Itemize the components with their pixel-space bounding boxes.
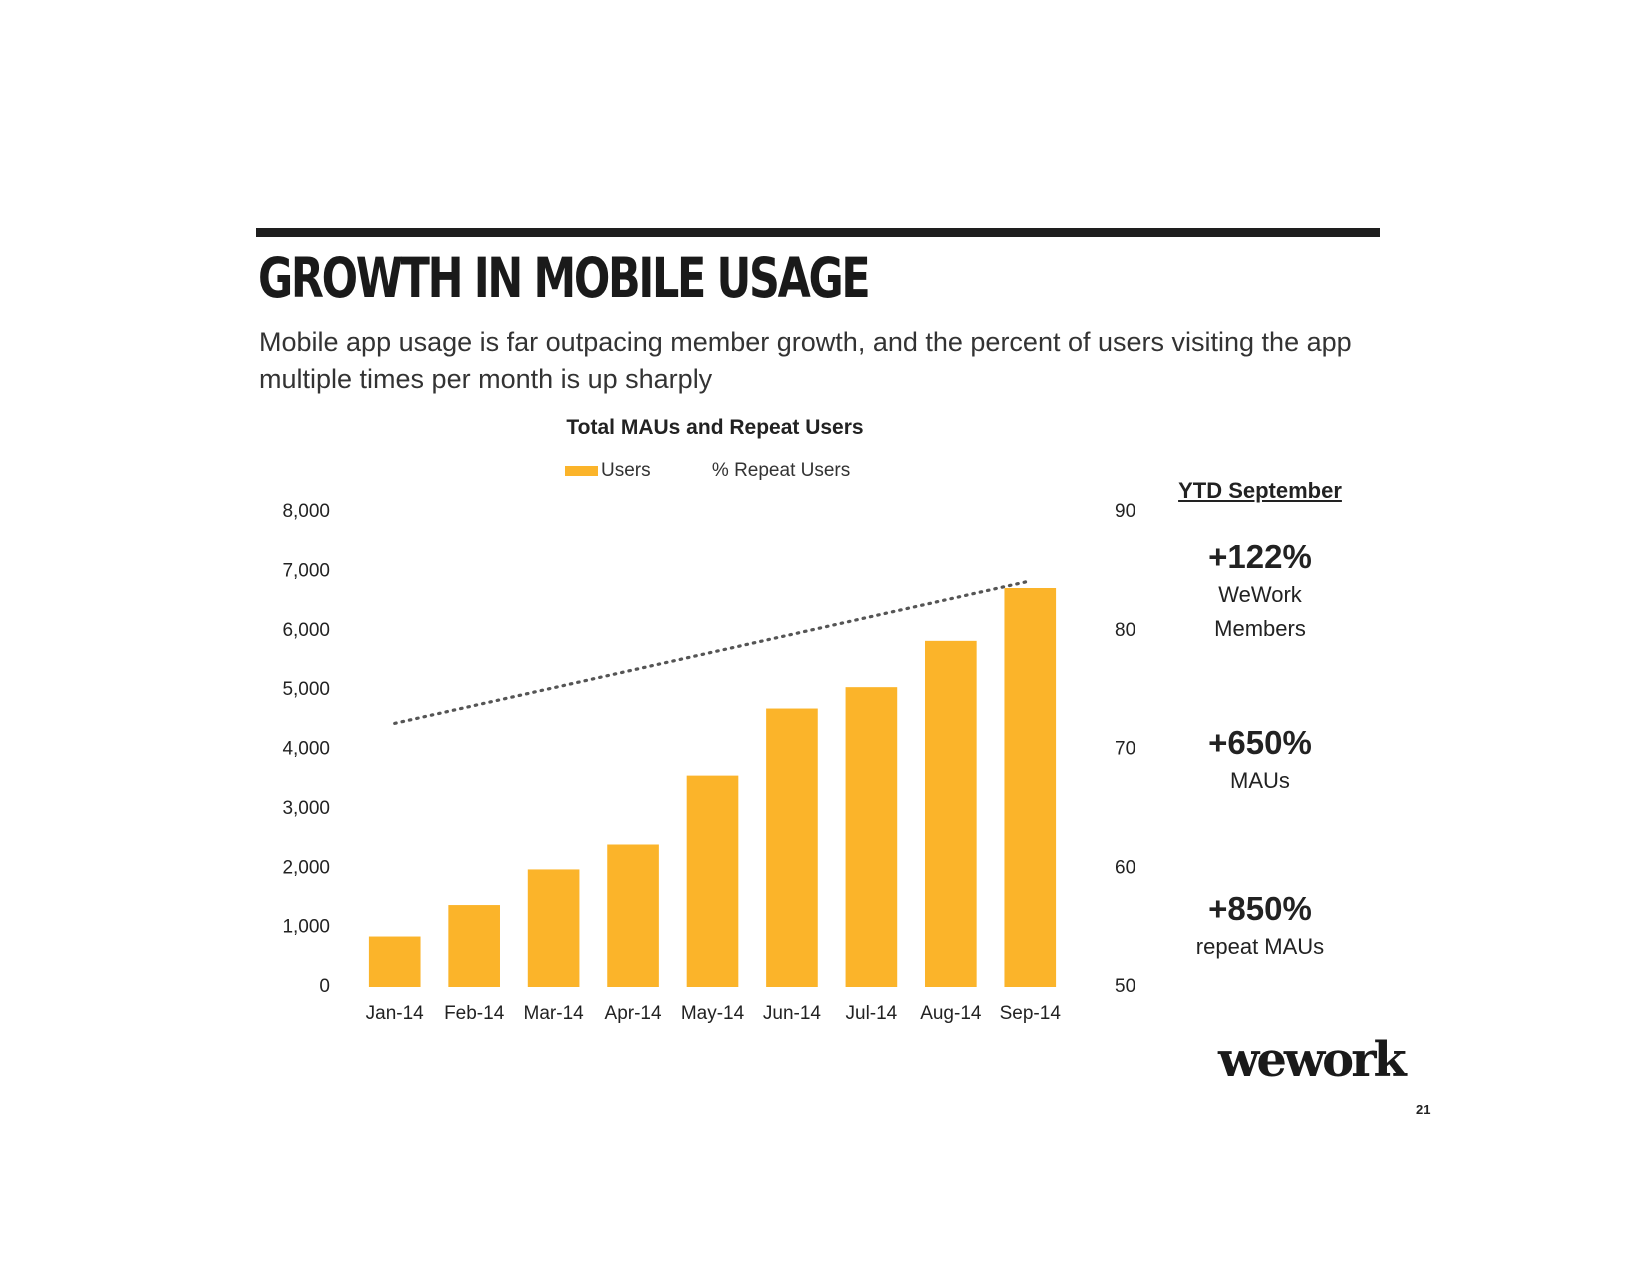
ytd-stat-maus: +650% MAUs xyxy=(1150,724,1370,798)
ytd-stat-members: +122% WeWork Members xyxy=(1150,538,1370,646)
page-number: 21 xyxy=(1416,1102,1431,1117)
legend-item-users: Users xyxy=(565,460,651,482)
y-left-tick-label: 5,000 xyxy=(282,679,330,700)
x-tick-label: May-14 xyxy=(681,1003,745,1024)
bar-users xyxy=(766,708,818,987)
chart-title: Total MAUs and Repeat Users xyxy=(566,416,864,439)
x-tick-label: Jul-14 xyxy=(846,1003,898,1024)
y-right-tick-label: 80% xyxy=(1115,620,1135,641)
y-left-tick-label: 6,000 xyxy=(282,620,330,641)
chart-legend: Users % Repeat Users xyxy=(565,460,906,482)
title-rule xyxy=(256,228,1380,237)
bar-users xyxy=(527,869,580,987)
bar-users xyxy=(686,775,739,987)
bar-users xyxy=(1004,588,1057,987)
ytd-stat-repeat-maus: +850% repeat MAUs xyxy=(1150,890,1370,964)
x-tick-label: Jan-14 xyxy=(366,1003,425,1024)
line-repeat-users xyxy=(393,579,1032,725)
bar-users xyxy=(448,905,500,987)
bar-users xyxy=(925,640,977,987)
legend-label-repeat-users: % Repeat Users xyxy=(711,460,851,481)
x-tick-label: Sep-14 xyxy=(1000,1003,1062,1024)
y-left-tick-label: 4,000 xyxy=(282,739,330,760)
stat-label-line: Members xyxy=(1214,616,1306,641)
x-tick-label: Mar-14 xyxy=(524,1003,585,1024)
stat-value: +850% xyxy=(1208,890,1312,927)
bar-users xyxy=(607,844,659,987)
x-tick-label: Jun-14 xyxy=(763,1003,822,1024)
y-left-tick-label: 0 xyxy=(319,976,330,997)
x-tick-label: Apr-14 xyxy=(605,1003,662,1024)
y-right-tick-label: 50% xyxy=(1115,976,1135,997)
y-right-tick-label: 60% xyxy=(1115,857,1135,878)
x-tick-label: Aug-14 xyxy=(920,1003,982,1024)
y-left-tick-label: 2,000 xyxy=(282,857,330,878)
y-left-tick-label: 7,000 xyxy=(282,560,330,581)
legend-label-users: Users xyxy=(601,460,651,481)
stat-value: +650% xyxy=(1208,724,1312,761)
y-right-tick-label: 90% xyxy=(1115,501,1135,522)
y-right-tick-label: 70% xyxy=(1115,739,1135,760)
mau-chart: 0 1,000 2,000 3,000 4,000 5,000 6,000 7,000 8,00… xyxy=(282,501,1135,1024)
stat-label-line: MAUs xyxy=(1230,768,1290,793)
ytd-heading: YTD September xyxy=(1178,478,1342,503)
stat-label-line: WeWork xyxy=(1218,582,1302,607)
page-subtitle: Mobile app usage is far outpacing member… xyxy=(259,327,1352,394)
y-left-tick-label: 3,000 xyxy=(282,798,330,819)
stat-label-line: repeat MAUs xyxy=(1195,934,1325,959)
legend-swatch-users xyxy=(565,465,598,476)
page-title: GROWTH IN MOBILE USAGE xyxy=(258,246,871,310)
legend-item-repeat-users: % Repeat Users xyxy=(712,460,850,482)
bar-users xyxy=(845,687,898,987)
y-left-tick-label: 8,000 xyxy=(282,501,330,522)
wework-logo: wework xyxy=(1218,1032,1407,1088)
x-tick-label: Feb-14 xyxy=(444,1003,505,1024)
stat-value: +122% xyxy=(1208,538,1312,575)
bar-users xyxy=(368,936,421,987)
y-left-tick-label: 1,000 xyxy=(282,917,330,938)
